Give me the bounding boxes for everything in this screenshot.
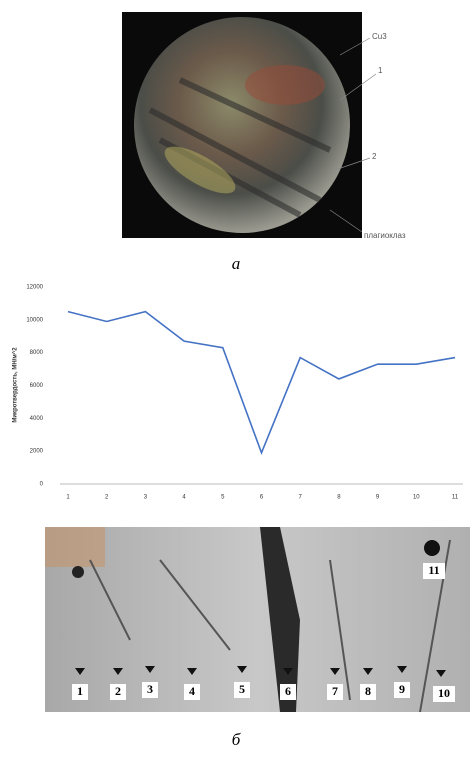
y-tick-label: 10000 [26,317,43,323]
image-label: 6 [285,684,291,698]
figure: Cu3 1 2 плагиоклаз а Микротвердость, МН/… [0,0,472,760]
y-tick-label: 4000 [30,416,44,422]
y-axis-label: Микротвердость, МН/м^2 [13,347,19,423]
data-line [68,312,455,453]
image-label: 10 [438,686,450,700]
image-label: плагиоклаз [364,231,406,240]
top-photo: Cu3 1 2 плагиоклаз [122,12,406,240]
image-label: Cu3 [372,32,387,41]
y-tick-label: 12000 [26,285,43,291]
image-label: 7 [332,684,338,698]
image-label: 3 [147,682,153,696]
image-label: 1 [378,66,383,75]
bottom-photo: 1 2 3 4 5 6 7 8 9 10 11 [45,527,470,712]
x-tick-label: 10 [413,495,420,501]
x-tick-label: 8 [337,495,341,501]
x-tick-label: 11 [452,495,459,501]
x-tick-label: 4 [182,495,186,501]
y-tick-label: 0 [40,482,44,488]
image-label: 1 [77,684,83,698]
y-tick-label: 6000 [30,383,44,389]
image-label: 11 [428,563,439,577]
image-label: 4 [189,684,195,698]
x-tick-label: 7 [299,495,303,501]
x-tick-label: 9 [376,495,380,501]
image-label: 2 [115,684,121,698]
caption: б [232,730,241,749]
x-tick-label: 1 [66,495,70,501]
y-tick-label: 2000 [30,449,44,455]
x-tick-label: 3 [144,495,148,501]
image-label: 5 [239,682,245,696]
y-tick-label: 8000 [30,350,44,356]
image-label: 8 [365,684,371,698]
caption: а [232,254,241,273]
x-tick-label: 2 [105,495,109,501]
chart: Микротвердость, МН/м^2 0 2000 4000 6000 8000… [13,285,463,501]
image-label: 9 [399,682,405,696]
image-label: 2 [372,152,377,161]
x-tick-label: 6 [260,495,264,501]
x-tick-label: 5 [221,495,225,501]
